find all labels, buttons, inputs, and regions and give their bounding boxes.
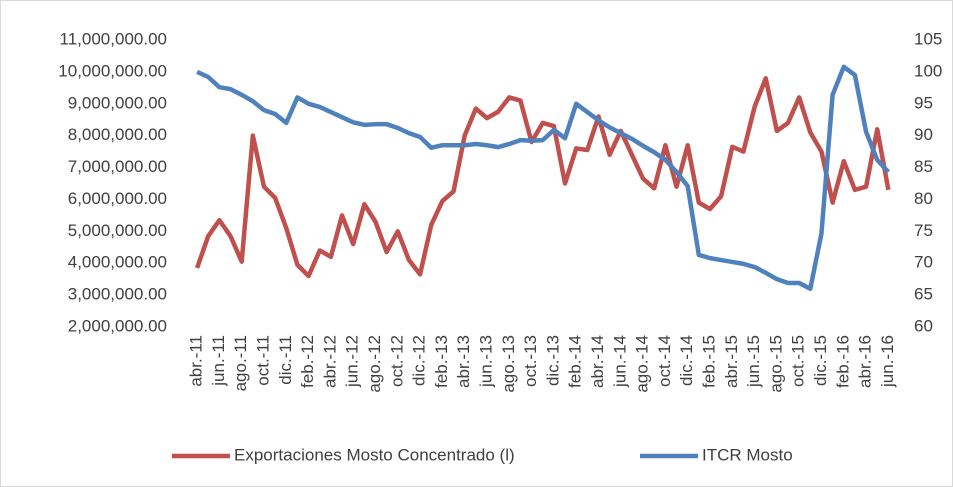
y-tick-label: 7,000,000.00	[68, 157, 167, 176]
x-tick-label: ago.-13	[499, 335, 518, 393]
x-tick-label: ago.-15	[766, 335, 785, 393]
x-tick-label: oct.-12	[387, 335, 406, 387]
line-series	[194, 76, 891, 279]
y2-tick-label: 80	[914, 189, 933, 208]
y2-tick-label: 60	[914, 316, 933, 335]
x-tick-label: abr.-16	[856, 335, 875, 388]
x-tick-label: oct.-11	[253, 335, 272, 386]
x-tick-label: feb.-15	[699, 335, 718, 388]
y-tick-label: 10,000,000.00	[58, 61, 167, 80]
y2-tick-label: 65	[914, 285, 933, 304]
y-tick-label: 6,000,000.00	[68, 189, 167, 208]
x-tick-label: feb.-13	[432, 335, 451, 388]
x-tick-label: abr.-12	[320, 335, 339, 388]
line-series	[196, 64, 891, 291]
x-tick-label: oct.-15	[789, 335, 808, 387]
legend-label: ITCR Mosto	[702, 445, 793, 464]
x-tick-label: jun.-11	[209, 335, 228, 387]
x-tick-label: dic.-15	[811, 335, 830, 386]
y-tick-label: 2,000,000.00	[68, 316, 167, 335]
y2-tick-label: 95	[914, 93, 933, 112]
y2-tick-label: 105	[914, 29, 942, 48]
x-tick-label: abr.-13	[454, 335, 473, 388]
x-tick-label: abr.-14	[588, 335, 607, 388]
y-tick-label: 8,000,000.00	[68, 125, 167, 144]
y2-tick-label: 100	[914, 61, 942, 80]
x-tick-label: jun.-14	[610, 335, 629, 388]
y2-tick-label: 70	[914, 253, 933, 272]
x-tick-label: feb.-16	[833, 335, 852, 388]
x-tick-label: ago.-12	[365, 335, 384, 393]
x-tick-label: jun.-15	[744, 335, 763, 388]
y2-tick-label: 90	[914, 125, 933, 144]
legend-label: Exportaciones Mosto Concentrado (l)	[234, 445, 515, 464]
x-tick-label: feb.-14	[566, 335, 585, 388]
x-tick-label: dic.-13	[543, 335, 562, 386]
x-tick-label: abr.-15	[722, 335, 741, 388]
y-tick-label: 11,000,000.00	[60, 29, 167, 48]
x-tick-label: oct.-14	[655, 335, 674, 387]
y-tick-label: 9,000,000.00	[68, 93, 167, 112]
x-tick-label: feb.-12	[298, 335, 317, 388]
x-tick-label: jun.-12	[343, 335, 362, 388]
x-tick-label: ago.-11	[231, 335, 250, 391]
x-tick-label: ago.-14	[633, 335, 652, 393]
y-tick-label: 3,000,000.00	[68, 285, 167, 304]
y2-tick-label: 75	[914, 221, 933, 240]
y2-tick-label: 85	[914, 157, 933, 176]
x-tick-label: dic.-14	[677, 335, 696, 386]
y-tick-label: 4,000,000.00	[68, 253, 167, 272]
y-tick-label: 5,000,000.00	[68, 221, 167, 240]
x-tick-label: oct.-13	[521, 335, 540, 387]
x-tick-label: abr.-11	[187, 335, 206, 387]
x-tick-label: dic.-11	[276, 335, 295, 385]
x-tick-label: jun.-13	[476, 335, 495, 388]
x-tick-label: dic.-12	[410, 335, 429, 386]
x-tick-label: jun.-16	[878, 335, 897, 388]
